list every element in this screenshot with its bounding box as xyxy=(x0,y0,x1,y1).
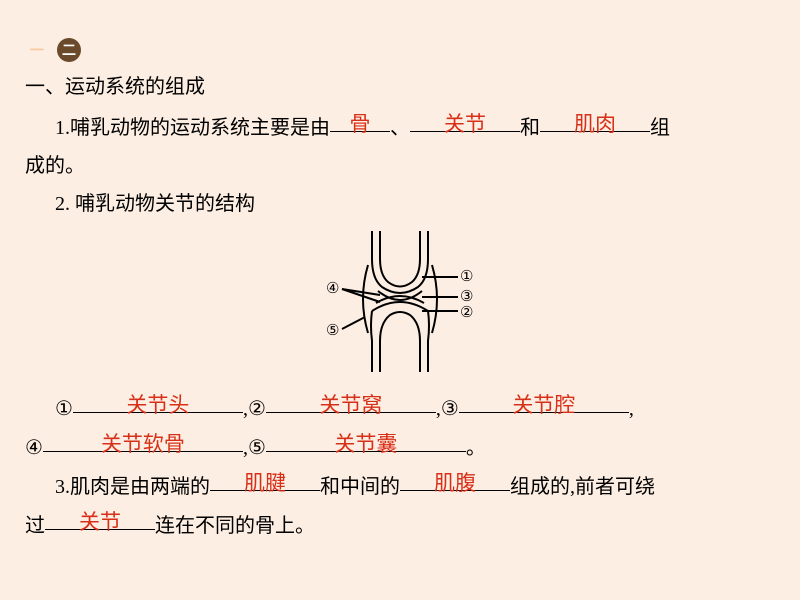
q1-prefix: 1.哺乳动物的运动系统主要是由 xyxy=(25,109,330,147)
q2-title: 2. 哺乳动物关节的结构 xyxy=(25,185,775,223)
q3-blank3: 关节 xyxy=(45,506,155,530)
q1-mid1: 、 xyxy=(390,117,410,139)
q2-n1: ① xyxy=(55,398,73,420)
q2-ans1: 关节头 xyxy=(126,393,189,417)
q1-ans3: 肌肉 xyxy=(574,112,616,136)
q2-c3: , xyxy=(629,398,634,420)
q2-n3: ③ xyxy=(441,398,459,420)
q3-mid1: 和中间的 xyxy=(320,476,400,498)
q3-ans2: 肌腹 xyxy=(434,471,476,495)
q2-blank2: 关节窝 xyxy=(266,389,436,413)
q1-blank1: 骨 xyxy=(330,108,390,132)
q3-line2-suffix: 连在不同的骨上。 xyxy=(155,515,315,537)
q2-blank1: 关节头 xyxy=(73,389,243,413)
q1-line2: 成的。 xyxy=(25,147,775,185)
diagram-label-4: ④ xyxy=(326,281,339,297)
section-title: 一、运动系统的组成 xyxy=(25,68,775,106)
tabs: 一 二 xyxy=(25,38,81,62)
q1-suffix1: 组 xyxy=(650,117,670,139)
q1: 1.哺乳动物的运动系统主要是由骨、关节和肌肉组 xyxy=(25,108,775,147)
q2-ans2: 关节窝 xyxy=(319,393,382,417)
q1-blank2: 关节 xyxy=(410,108,520,132)
tab-one[interactable]: 一 xyxy=(25,38,49,62)
q2-blank5: 关节囊 xyxy=(266,428,466,452)
q3-ans1: 肌腱 xyxy=(244,471,286,495)
diagram-label-5: ⑤ xyxy=(326,323,339,339)
q2-ans5: 关节囊 xyxy=(334,432,397,456)
q2-n2: ② xyxy=(248,398,266,420)
q3-ans3: 关节 xyxy=(79,510,121,534)
q3-blank2: 肌腹 xyxy=(400,467,510,491)
joint-diagram: ① ③ ② ④ ⑤ xyxy=(310,229,490,387)
content: 一、运动系统的组成 1.哺乳动物的运动系统主要是由骨、关节和肌肉组 成的。 2.… xyxy=(25,68,775,545)
q1-blank3: 肌肉 xyxy=(540,108,650,132)
diagram-label-2: ② xyxy=(460,305,473,321)
q3-line1: 3.肌肉是由两端的肌腱和中间的肌腹组成的,前者可绕 xyxy=(25,467,775,506)
q2-ans4: 关节软骨 xyxy=(101,432,185,456)
q1-ans1: 骨 xyxy=(350,112,371,136)
diagram-label-1: ① xyxy=(460,269,473,285)
diagram-label-3: ③ xyxy=(460,289,473,305)
q3-line2: 过关节连在不同的骨上。 xyxy=(25,506,775,545)
joint-svg: ① ③ ② ④ ⑤ xyxy=(310,229,490,374)
q3-mid2: 组成的,前者可绕 xyxy=(510,476,655,498)
tab-two[interactable]: 二 xyxy=(57,38,81,62)
q2-blank4: 关节软骨 xyxy=(43,428,243,452)
q2-ans3: 关节腔 xyxy=(512,393,575,417)
q2-blanks-line1: ①关节头,②关节窝,③关节腔, xyxy=(25,389,775,428)
diagram-wrap: ① ③ ② ④ ⑤ xyxy=(25,229,775,387)
q2-n5: ⑤ xyxy=(248,437,266,459)
q3-line2-prefix: 过 xyxy=(25,515,45,537)
q2-blanks-line2: ④关节软骨,⑤关节囊。 xyxy=(25,428,775,467)
q3-blank1: 肌腱 xyxy=(210,467,320,491)
q3-prefix: 3.肌肉是由两端的 xyxy=(25,468,210,506)
q2-n4: ④ xyxy=(25,437,43,459)
q1-mid2: 和 xyxy=(520,117,540,139)
q1-ans2: 关节 xyxy=(444,112,486,136)
q2-period: 。 xyxy=(466,437,486,459)
q2-blank3: 关节腔 xyxy=(459,389,629,413)
